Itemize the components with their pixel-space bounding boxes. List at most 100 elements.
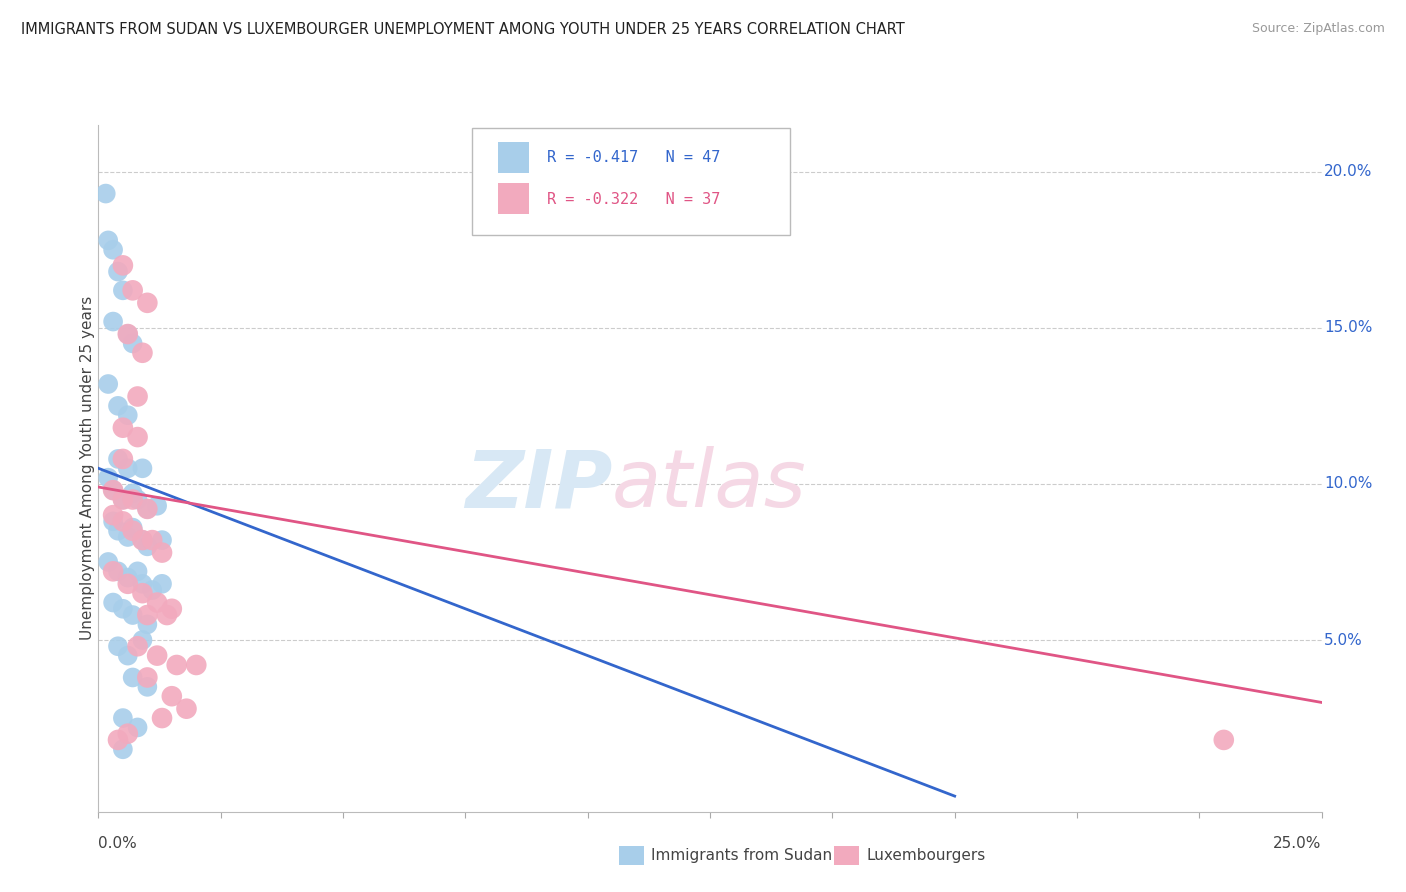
Point (97, 233, 120, 247)
Point (117, 726, 139, 740)
Point (101, 483, 124, 497)
Point (117, 530, 139, 544)
Bar (498, 142, 529, 173)
Point (141, 583, 163, 598)
Point (146, 596, 169, 610)
Text: IMMIGRANTS FROM SUDAN VS LUXEMBOURGER UNEMPLOYMENT AMONG YOUTH UNDER 25 YEARS CO: IMMIGRANTS FROM SUDAN VS LUXEMBOURGER UN… (21, 22, 905, 37)
Point (150, 576, 173, 591)
Point (101, 508, 124, 523)
Point (117, 461, 139, 475)
Text: Source: ZipAtlas.com: Source: ZipAtlas.com (1251, 22, 1385, 36)
Point (111, 492, 134, 507)
Point (111, 283, 134, 297)
Point (131, 633, 153, 648)
Point (121, 336, 143, 351)
Point (121, 671, 143, 685)
Point (131, 586, 153, 600)
Point (107, 564, 129, 578)
Text: 0.0%: 0.0% (98, 836, 138, 851)
Point (136, 680, 159, 694)
Point (150, 711, 173, 725)
Point (97, 471, 120, 485)
Point (186, 658, 208, 673)
Point (107, 524, 129, 538)
Text: ZIP: ZIP (465, 447, 612, 524)
Point (107, 264, 129, 278)
Point (127, 389, 149, 403)
Point (150, 545, 173, 560)
Point (1212, 733, 1234, 747)
FancyBboxPatch shape (471, 128, 790, 235)
Point (117, 408, 139, 422)
Point (117, 648, 139, 663)
Point (127, 564, 149, 578)
Point (127, 721, 149, 735)
Point (121, 492, 143, 507)
Point (136, 608, 159, 623)
Point (101, 483, 124, 497)
Point (127, 430, 149, 444)
Point (107, 639, 129, 653)
Point (111, 451, 134, 466)
Point (101, 596, 124, 610)
Point (166, 658, 188, 673)
Point (160, 601, 183, 615)
Text: 15.0%: 15.0% (1324, 320, 1372, 335)
Text: Immigrants from Sudan: Immigrants from Sudan (651, 848, 832, 863)
Point (107, 451, 129, 466)
Point (136, 671, 159, 685)
Point (111, 601, 134, 615)
Point (131, 533, 153, 547)
Point (117, 571, 139, 585)
Point (111, 421, 134, 435)
Point (121, 486, 143, 500)
Point (97, 555, 120, 569)
Text: R = -0.322   N = 37: R = -0.322 N = 37 (547, 192, 721, 207)
Point (117, 326, 139, 341)
Point (131, 461, 153, 475)
Point (121, 524, 143, 538)
Point (136, 295, 159, 310)
Point (136, 501, 159, 516)
Point (131, 345, 153, 359)
Text: Luxembourgers: Luxembourgers (866, 848, 986, 863)
Point (101, 564, 124, 578)
Point (111, 492, 134, 507)
Point (117, 576, 139, 591)
Point (146, 648, 169, 663)
Point (127, 492, 149, 507)
Point (117, 326, 139, 341)
Bar (498, 183, 529, 214)
Point (121, 521, 143, 535)
Point (111, 514, 134, 528)
Point (136, 501, 159, 516)
Point (111, 742, 134, 756)
Point (136, 617, 159, 632)
Point (156, 608, 179, 623)
Point (97, 376, 120, 391)
Point (101, 514, 124, 528)
Point (94, 186, 117, 201)
Text: 5.0%: 5.0% (1324, 632, 1362, 648)
Point (141, 533, 163, 547)
Point (127, 639, 149, 653)
Text: atlas: atlas (612, 447, 807, 524)
Point (150, 533, 173, 547)
Y-axis label: Unemployment Among Youth under 25 years: Unemployment Among Youth under 25 years (80, 296, 94, 640)
Point (131, 533, 153, 547)
Point (101, 243, 124, 257)
Point (111, 258, 134, 272)
Text: 10.0%: 10.0% (1324, 476, 1372, 491)
Point (121, 283, 143, 297)
Text: R = -0.417   N = 47: R = -0.417 N = 47 (547, 150, 721, 165)
Point (136, 539, 159, 553)
Point (146, 499, 169, 513)
Point (107, 399, 129, 413)
Point (121, 608, 143, 623)
Point (131, 576, 153, 591)
Text: 25.0%: 25.0% (1274, 836, 1322, 851)
Point (111, 711, 134, 725)
Point (176, 701, 198, 715)
Point (101, 314, 124, 328)
Point (107, 733, 129, 747)
